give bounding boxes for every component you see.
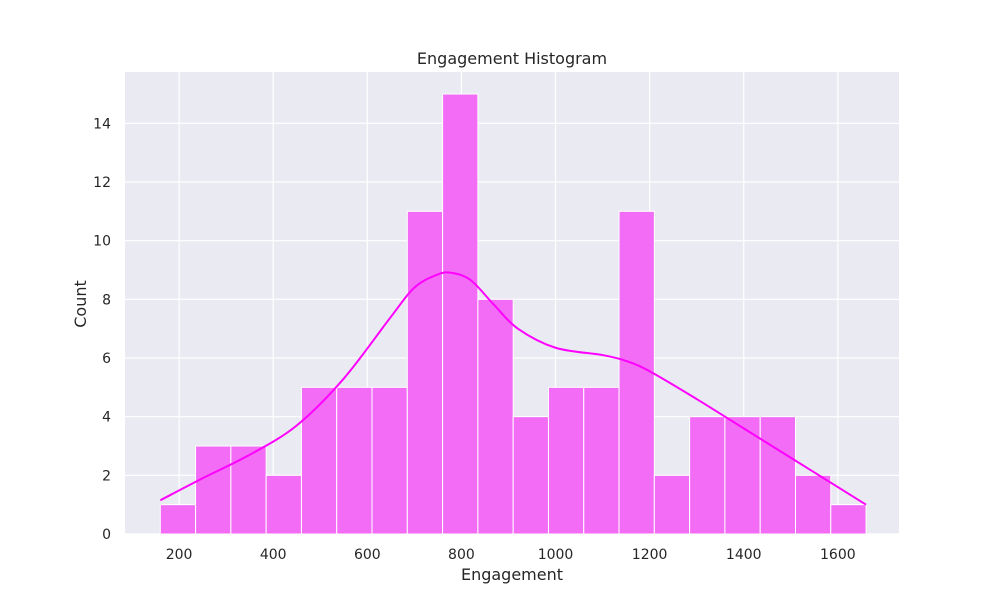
y-tick-label-1: 2 [102, 468, 111, 484]
y-tick-label-7: 14 [93, 116, 111, 132]
x-tick-label-0: 200 [166, 547, 193, 563]
y-tick-label-2: 4 [102, 410, 111, 426]
histogram-bar-13 [618, 210, 655, 535]
x-tick-label-4: 1000 [538, 547, 574, 563]
histogram-bar-2 [230, 445, 267, 535]
histogram-bar-12 [583, 386, 620, 535]
x-tick-label-6: 1400 [726, 547, 762, 563]
y-tick-label-3: 6 [102, 351, 111, 367]
y-axis-label: Count [71, 280, 90, 328]
histogram-bar-11 [547, 386, 585, 535]
histogram-bars [159, 93, 867, 535]
histogram-bar-18 [794, 474, 832, 535]
x-tick-labels: 200 400 600 800 1000 1200 1400 1600 [166, 547, 856, 563]
chart-title: Engagement Histogram [417, 49, 607, 68]
y-tick-label-5: 10 [93, 234, 111, 250]
x-tick-label-1: 400 [260, 547, 287, 563]
histogram-bar-1 [195, 445, 232, 535]
x-tick-label-7: 1600 [820, 547, 856, 563]
histogram-bar-6 [371, 386, 408, 535]
histogram-bar-5 [336, 386, 373, 535]
histogram-bar-15 [689, 416, 726, 535]
x-tick-label-5: 1200 [632, 547, 668, 563]
histogram-bar-14 [653, 474, 691, 535]
histogram-bar-0 [159, 504, 197, 535]
histogram-bar-9 [477, 298, 514, 535]
histogram-bar-7 [406, 210, 444, 535]
histogram-bar-17 [759, 416, 796, 535]
y-tick-label-6: 12 [93, 175, 111, 191]
histogram-bar-19 [830, 504, 867, 535]
y-tick-label-4: 8 [102, 292, 111, 308]
histogram-bar-8 [442, 93, 479, 535]
kde-curve [159, 271, 867, 506]
x-tick-label-2: 600 [354, 547, 381, 563]
histogram-bar-3 [265, 474, 302, 535]
y-tick-labels: 0 2 4 6 8 10 12 14 [93, 116, 111, 543]
x-tick-label-3: 800 [448, 547, 475, 563]
histogram-bar-4 [300, 386, 338, 535]
x-axis-label: Engagement [461, 565, 563, 584]
histogram-bar-10 [512, 416, 549, 535]
y-tick-label-0: 0 [102, 527, 111, 543]
